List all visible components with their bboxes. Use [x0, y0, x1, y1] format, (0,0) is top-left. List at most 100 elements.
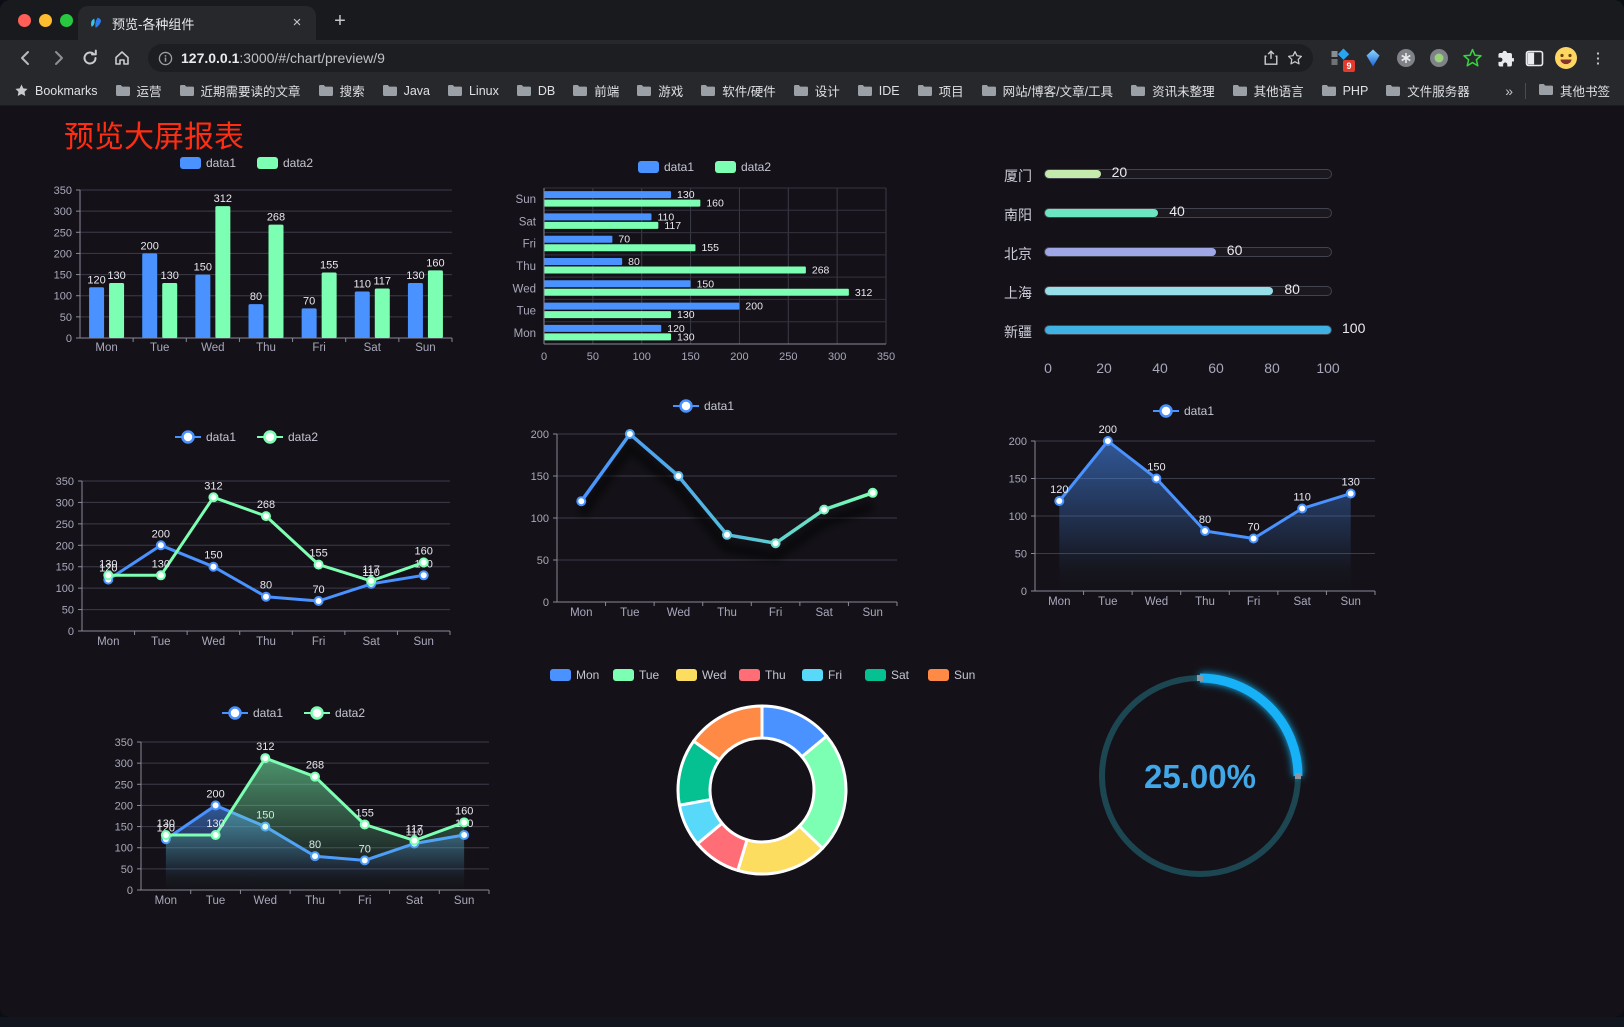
- bookmark-item[interactable]: 搜索: [318, 81, 365, 100]
- bookmark-item[interactable]: 运营: [115, 81, 162, 100]
- browser-menu-icon[interactable]: ⋮: [1590, 50, 1606, 67]
- folder-icon: [917, 85, 932, 96]
- bookmark-item[interactable]: 网站/博客/文章/工具: [981, 81, 1113, 100]
- browser-tab[interactable]: 预览-各种组件 ×: [78, 6, 316, 40]
- blue-diamond-icon[interactable]: [1362, 47, 1384, 69]
- bookmark-item[interactable]: 软件/硬件: [700, 81, 776, 100]
- svg-text:150: 150: [1147, 462, 1165, 474]
- pie-slice[interactable]: [692, 704, 764, 762]
- bookmark-item[interactable]: 设计: [793, 81, 840, 100]
- folder-icon: [1538, 83, 1554, 99]
- bookmark-item[interactable]: 项目: [917, 81, 964, 100]
- profile-avatar[interactable]: [1552, 44, 1580, 72]
- svg-text:Wed: Wed: [667, 607, 690, 619]
- home-icon[interactable]: [108, 44, 136, 72]
- bookmark-item[interactable]: 其他语言: [1232, 81, 1304, 100]
- svg-text:160: 160: [426, 257, 444, 269]
- folder-icon: [793, 85, 808, 96]
- legend-item[interactable]: data1: [222, 706, 283, 720]
- svg-text:300: 300: [56, 497, 74, 509]
- legend-item[interactable]: Wed: [676, 668, 726, 682]
- bar-chart[interactable]: data1 data2 0 50 100 150 200 250 300 350 Mon Tue Wed…: [36, 150, 462, 369]
- bookmark-star-icon[interactable]: [1287, 50, 1303, 66]
- progress-value: 80: [1284, 281, 1300, 297]
- share-icon[interactable]: [1263, 50, 1279, 66]
- side-panel-icon[interactable]: [1520, 44, 1548, 72]
- legend-item[interactable]: data1: [673, 399, 734, 413]
- svg-text:312: 312: [256, 741, 274, 753]
- bookmark-item[interactable]: Java: [382, 84, 430, 98]
- url-bar[interactable]: 127.0.0.1:3000/#/chart/preview/9: [148, 44, 1313, 72]
- gauge-chart[interactable]: 25.00%: [1078, 654, 1324, 905]
- page-content: 预览大屏报表 data1 data2 0 50 100 150 200 250 300 350 Mo…: [0, 106, 1624, 1017]
- green-star-icon[interactable]: [1461, 47, 1483, 69]
- legend-item[interactable]: Sun: [928, 668, 975, 682]
- bookmark-item[interactable]: 文件服务器: [1385, 81, 1470, 100]
- legend-item[interactable]: data2: [257, 430, 318, 444]
- svg-text:268: 268: [257, 499, 275, 511]
- svg-text:130: 130: [677, 309, 695, 321]
- svg-text:data1: data1: [253, 706, 283, 720]
- donut-chart[interactable]: Mon Tue Wed Thu Fri Sat Sun: [530, 662, 995, 919]
- folder-icon: [382, 85, 397, 96]
- reload-icon[interactable]: [76, 44, 104, 72]
- tab-close-icon[interactable]: ×: [292, 14, 302, 31]
- bookmark-item[interactable]: 近期需要读的文章: [179, 81, 301, 100]
- bookmark-item[interactable]: PHP: [1321, 84, 1368, 98]
- bookmark-item[interactable]: 资讯未整理: [1130, 81, 1215, 100]
- svg-text:160: 160: [455, 805, 473, 817]
- legend-item[interactable]: data2: [715, 160, 771, 174]
- svg-text:Thu: Thu: [717, 607, 737, 619]
- svg-text:data2: data2: [335, 706, 365, 720]
- legend-item[interactable]: Thu: [739, 668, 786, 682]
- bookmarks-root[interactable]: Bookmarks: [14, 83, 98, 98]
- legend-item[interactable]: Tue: [613, 668, 660, 682]
- legend-item[interactable]: data1: [180, 156, 236, 170]
- gradient-line-chart[interactable]: data1 0 50 100 150 200 Mon Tue Wed Thu Fri Sat Sun: [505, 390, 907, 627]
- svg-text:200: 200: [1009, 436, 1027, 448]
- legend-item[interactable]: data2: [304, 706, 365, 720]
- dark-disc-icon[interactable]: [1395, 47, 1417, 69]
- svg-text:150: 150: [204, 550, 222, 562]
- svg-text:100: 100: [56, 583, 74, 595]
- bookmark-item[interactable]: 游戏: [636, 81, 683, 100]
- progress-bar-chart[interactable]: 厦门 20 南阳 40 北京 60 上海 80 新疆 100 0 20 40 60 80 100: [988, 154, 1408, 394]
- other-bookmarks[interactable]: 其他书签: [1538, 81, 1610, 100]
- bookmark-item[interactable]: IDE: [857, 84, 900, 98]
- svg-text:100: 100: [1009, 511, 1027, 523]
- legend-item[interactable]: data1: [175, 430, 236, 444]
- forward-icon[interactable]: [44, 44, 72, 72]
- svg-text:Wed: Wed: [202, 636, 225, 648]
- legend-item[interactable]: data1: [1153, 404, 1214, 418]
- bookmark-item[interactable]: Linux: [447, 84, 499, 98]
- minimize-window-button[interactable]: [39, 14, 52, 27]
- folder-icon: [516, 85, 531, 96]
- horizontal-bar-chart[interactable]: data1 data2 0 50 100 150 200 250 300 350 Sun 130 160…: [498, 154, 900, 375]
- svg-text:130: 130: [406, 270, 424, 282]
- bookmark-item[interactable]: 前端: [572, 81, 619, 100]
- new-tab-button[interactable]: +: [334, 10, 346, 32]
- puzzle-icon[interactable]: [1494, 47, 1516, 69]
- svg-text:0: 0: [66, 333, 72, 345]
- zoom-window-button[interactable]: [60, 14, 73, 27]
- green-dot-disc-icon[interactable]: [1428, 47, 1450, 69]
- svg-text:200: 200: [56, 540, 74, 552]
- legend-item[interactable]: Mon: [550, 668, 599, 682]
- bookmarks-overflow-icon[interactable]: »: [1505, 82, 1513, 99]
- line-chart[interactable]: data1 data2 0 50 100 150 200 250 300 350 Mon Tue Wed…: [36, 424, 462, 661]
- close-window-button[interactable]: [18, 14, 31, 27]
- svg-text:Tue: Tue: [151, 636, 170, 648]
- legend-item[interactable]: data2: [257, 156, 313, 170]
- legend-item[interactable]: data1: [638, 160, 694, 174]
- legend-item[interactable]: Fri: [802, 668, 842, 682]
- page-info-icon[interactable]: [158, 51, 173, 66]
- proxy-grid-diamond-icon[interactable]: 9: [1329, 47, 1355, 72]
- folder-icon: [1131, 85, 1146, 96]
- bookmark-item[interactable]: DB: [516, 84, 555, 98]
- legend-item[interactable]: Sat: [865, 668, 910, 682]
- area-chart[interactable]: data1 0 50 100 150 200 Mon Tue Wed Thu Fri Sat Sun 12…: [985, 398, 1387, 633]
- svg-text:130: 130: [1342, 477, 1360, 489]
- stacked-area-chart[interactable]: data1 data2 0 50 100 150 200 250 300 350 Mon Tue Wed…: [95, 700, 497, 925]
- divider: [1524, 82, 1526, 99]
- back-icon[interactable]: [12, 44, 40, 72]
